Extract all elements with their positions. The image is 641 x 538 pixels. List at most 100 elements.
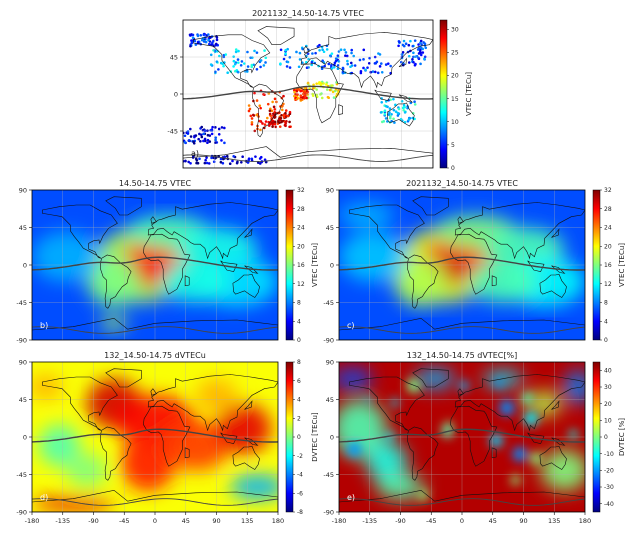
observation-dot (192, 142, 196, 145)
observation-dot (321, 48, 324, 51)
observation-dot (411, 112, 415, 115)
observation-dot (246, 65, 250, 68)
colorbar-tick-label: 2 (297, 415, 301, 422)
y-tick-label: -45 (323, 471, 334, 479)
colorbar-tick-label: -6 (297, 490, 303, 497)
colorbar-tick-label: 25 (451, 50, 459, 57)
observation-dot (187, 160, 190, 164)
graticule (183, 20, 433, 168)
observation-dot (373, 62, 377, 65)
observation-dot (312, 83, 315, 87)
coastline (244, 265, 259, 274)
coastline (32, 489, 278, 512)
observation-dot (334, 59, 338, 63)
observation-dot (299, 94, 303, 98)
observation-dot (376, 71, 380, 75)
coastline (105, 368, 142, 388)
coastline (252, 83, 285, 138)
observation-dot (273, 97, 277, 101)
observation-dot (271, 125, 274, 128)
observation-dot (288, 125, 291, 129)
observation-dot (409, 39, 412, 43)
colorbar-tick-label: 20 (451, 73, 459, 80)
observation-dot (288, 66, 292, 69)
field-blob (38, 424, 80, 467)
observation-dot (259, 65, 262, 69)
colorbar-c: 0 4 8 12 16 20 24 28 32 VTEC [TECu] (592, 187, 626, 344)
observation-dot (270, 109, 274, 113)
observation-dot (246, 50, 249, 54)
observation-dot (200, 133, 203, 137)
observation-dot (259, 106, 262, 110)
observation-dot (346, 59, 349, 63)
field-speckle (391, 398, 400, 407)
observation-dot (258, 104, 262, 107)
panel-c: 2021132_14.50-14.75 VTEC c) 90 45 0 -45 -90 0 4 8… (323, 179, 626, 345)
coastline (100, 254, 132, 309)
observation-dot (214, 126, 217, 129)
observation-dot (419, 39, 423, 43)
observation-dot (250, 117, 254, 120)
y-tick-label: -45 (16, 299, 27, 307)
observation-dot (319, 93, 322, 96)
observation-dot (402, 39, 406, 43)
observation-dot (417, 43, 420, 46)
observation-dot (220, 139, 223, 142)
x-tick-label: 45 (489, 517, 497, 525)
observation-dot (328, 54, 332, 57)
observation-dot (311, 87, 315, 90)
observation-dot (386, 62, 390, 65)
observation-dot (258, 162, 262, 165)
observation-dot (394, 110, 398, 113)
observation-dot (295, 97, 299, 101)
observation-dot (284, 52, 287, 55)
panel-letter: b) (40, 321, 48, 330)
observation-dot (384, 117, 388, 120)
observation-dot (379, 62, 383, 65)
coastline (295, 63, 344, 124)
observation-dot (407, 118, 411, 121)
colorbar-tick-label: 24 (604, 225, 612, 232)
map-area-a (183, 20, 433, 168)
observation-dot (288, 110, 292, 114)
observation-dot (314, 51, 317, 55)
colorbar-gradient (285, 189, 294, 341)
observation-dot (250, 121, 254, 124)
observation-dot (396, 111, 400, 115)
y-tick-label: -45 (323, 299, 334, 307)
observation-dot (225, 154, 229, 158)
observation-dot (205, 156, 208, 159)
observation-dot (237, 49, 240, 53)
colorbar-tick-label: 12 (604, 281, 612, 288)
observation-dot (239, 63, 243, 67)
observation-dot (383, 109, 387, 112)
observation-dot (184, 159, 187, 163)
observation-dot (388, 111, 391, 114)
observation-dot (413, 100, 416, 103)
colorbar-tick-label: 10 (604, 418, 612, 425)
observation-dot (343, 48, 346, 52)
observation-dot (358, 58, 362, 62)
colorbar-a: 0 5 10 15 20 25 30 VTEC [TECu] (439, 19, 473, 172)
observation-dot (219, 157, 223, 161)
x-tick-label: 0 (153, 517, 157, 525)
observation-dot (325, 48, 329, 51)
observation-dot (401, 51, 405, 54)
observation-dot (228, 162, 232, 166)
observation-dot (215, 38, 219, 42)
observation-dot (359, 69, 363, 73)
observation-dot (271, 100, 274, 104)
observation-dot (298, 58, 302, 61)
panel-letter: d) (40, 493, 48, 502)
field-blob (216, 403, 272, 454)
colorbar-tick-label: -30 (604, 484, 614, 491)
coastline (150, 216, 157, 224)
coastline (105, 196, 142, 216)
observation-dot (213, 49, 217, 52)
observation-dot (212, 44, 216, 48)
observation-dot (339, 48, 343, 52)
observation-dot (232, 65, 235, 68)
observation-dot (237, 61, 240, 64)
coastline (232, 273, 260, 298)
observation-dot (332, 65, 336, 69)
